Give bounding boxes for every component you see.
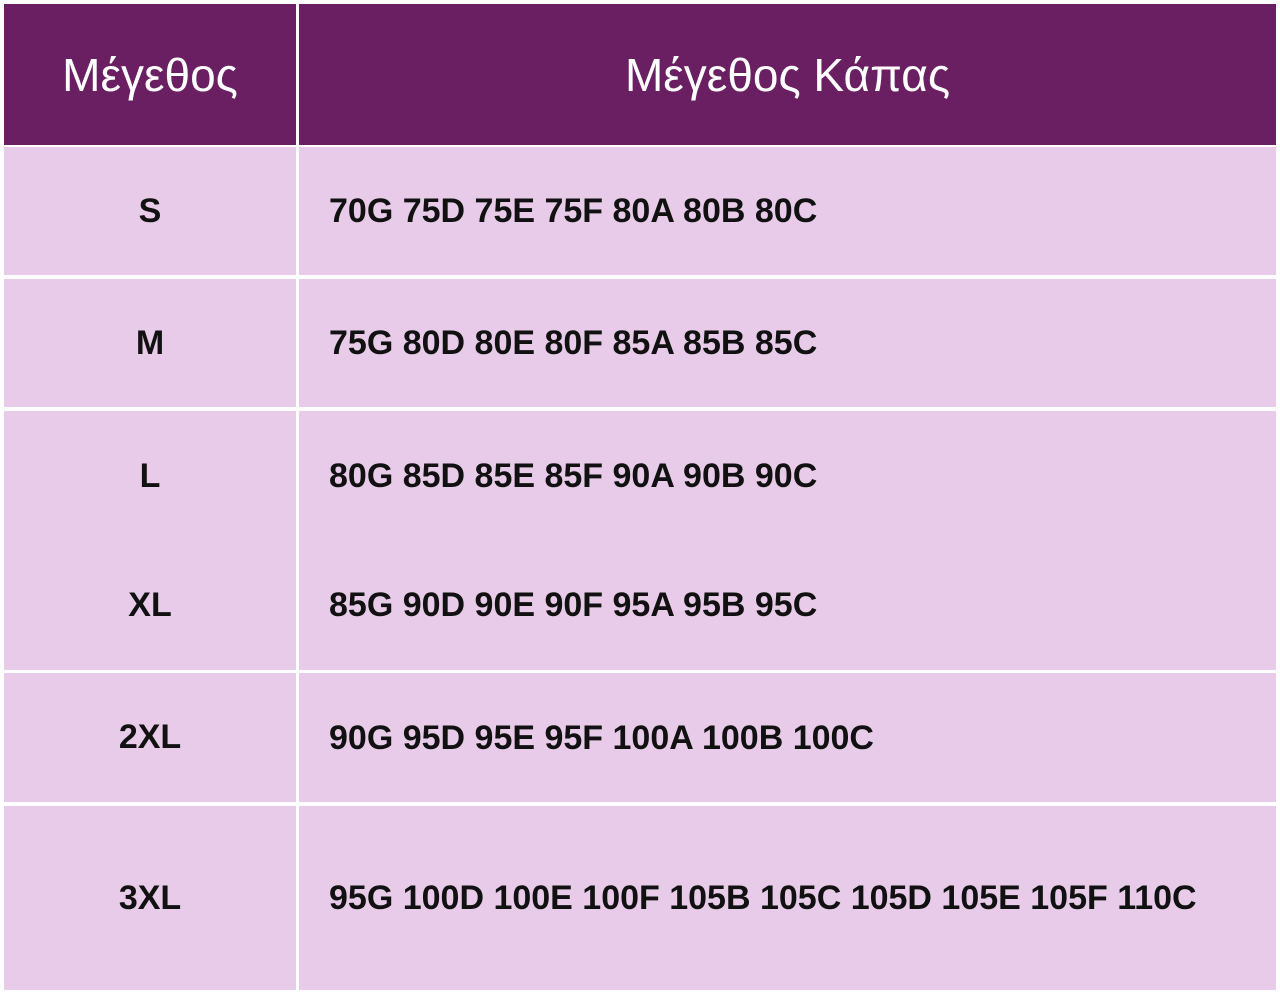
size-cell: L	[4, 411, 296, 541]
cup-cell: 90G 95D 95E 95F 100A 100B 100C	[299, 673, 1276, 802]
size-cell: XL	[4, 540, 296, 670]
table-row: XL 85G 90D 90E 90F 95A 95B 95C	[4, 540, 1276, 670]
size-cell: M	[4, 279, 296, 407]
table-row: S 70G 75D 75E 75F 80A 80B 80C	[4, 147, 1276, 275]
table-row: 3XL 95G 100D 100E 100F 105B 105C 105D 10…	[4, 806, 1276, 990]
table-row: 2XL 90G 95D 95E 95F 100A 100B 100C	[4, 673, 1276, 802]
cup-cell: 85G 90D 90E 90F 95A 95B 95C	[299, 540, 1276, 670]
size-cell: 2XL	[4, 673, 296, 802]
table-row: M 75G 80D 80E 80F 85A 85B 85C	[4, 279, 1276, 407]
size-cell: 3XL	[4, 806, 296, 990]
table-header: Μέγεθος Μέγεθος Κάπας	[4, 4, 1276, 145]
table-row: L 80G 85D 85E 85F 90A 90B 90C	[4, 411, 1276, 541]
header-size: Μέγεθος	[4, 4, 296, 145]
cup-cell: 75G 80D 80E 80F 85A 85B 85C	[299, 279, 1276, 407]
header-cup-size: Μέγεθος Κάπας	[299, 4, 1276, 145]
size-cell: S	[4, 147, 296, 275]
cup-cell: 70G 75D 75E 75F 80A 80B 80C	[299, 147, 1276, 275]
cup-cell: 80G 85D 85E 85F 90A 90B 90C	[299, 411, 1276, 541]
cup-cell: 95G 100D 100E 100F 105B 105C 105D 105E 1…	[299, 806, 1276, 990]
